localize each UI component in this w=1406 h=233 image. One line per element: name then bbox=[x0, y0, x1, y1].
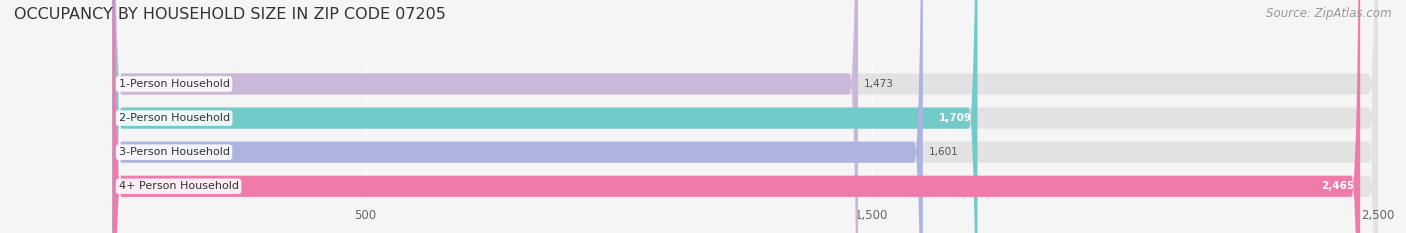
FancyBboxPatch shape bbox=[112, 0, 977, 233]
Text: 1-Person Household: 1-Person Household bbox=[118, 79, 229, 89]
Text: 4+ Person Household: 4+ Person Household bbox=[118, 181, 239, 191]
FancyBboxPatch shape bbox=[112, 0, 1360, 233]
FancyBboxPatch shape bbox=[112, 0, 1378, 233]
Text: 1,473: 1,473 bbox=[865, 79, 894, 89]
Text: 3-Person Household: 3-Person Household bbox=[118, 147, 229, 157]
Text: 1,709: 1,709 bbox=[938, 113, 972, 123]
FancyBboxPatch shape bbox=[112, 0, 1378, 233]
FancyBboxPatch shape bbox=[112, 0, 858, 233]
Text: 1,601: 1,601 bbox=[929, 147, 959, 157]
FancyBboxPatch shape bbox=[112, 0, 922, 233]
Text: OCCUPANCY BY HOUSEHOLD SIZE IN ZIP CODE 07205: OCCUPANCY BY HOUSEHOLD SIZE IN ZIP CODE … bbox=[14, 7, 446, 22]
FancyBboxPatch shape bbox=[112, 0, 1378, 233]
Text: 2,465: 2,465 bbox=[1322, 181, 1354, 191]
FancyBboxPatch shape bbox=[112, 0, 1378, 233]
Text: Source: ZipAtlas.com: Source: ZipAtlas.com bbox=[1267, 7, 1392, 20]
Text: 2-Person Household: 2-Person Household bbox=[118, 113, 229, 123]
